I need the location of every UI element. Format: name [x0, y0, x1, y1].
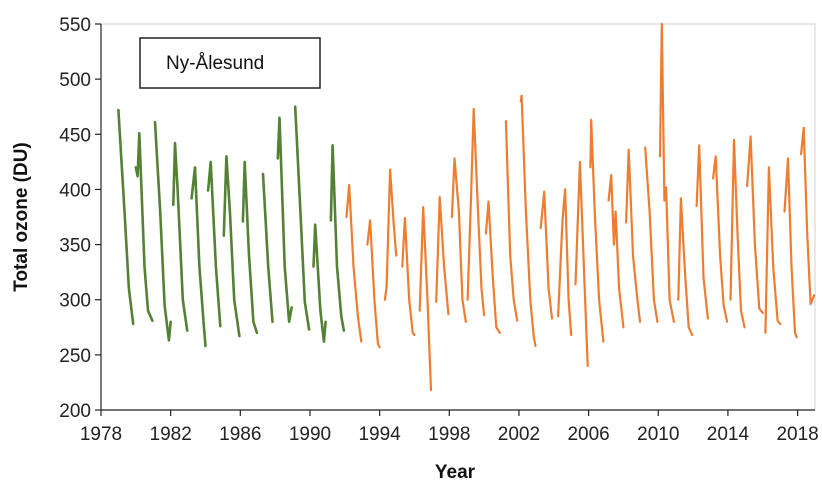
series-line-segment	[504, 120, 519, 322]
x-tick-label: 1998	[428, 424, 470, 445]
series-line-segment	[172, 141, 189, 332]
series-line-segment	[466, 107, 486, 317]
x-tick-label: 2014	[707, 424, 750, 445]
y-tick-label: 500	[59, 70, 91, 91]
x-tick-label: 1982	[150, 424, 192, 445]
x-tick-label: 2018	[776, 424, 818, 445]
series-line-segment	[783, 157, 798, 339]
series-line-segment	[117, 108, 135, 326]
series-line-segment	[241, 160, 259, 335]
series-line-segment	[764, 166, 782, 334]
series-line-segment	[519, 94, 537, 348]
y-tick-label: 550	[59, 15, 91, 36]
series-line-segment	[261, 172, 274, 324]
y-tick-label: 200	[59, 401, 91, 422]
series-line-segment	[190, 166, 207, 348]
y-tick-label: 450	[59, 125, 91, 146]
x-axis-title: Year	[435, 462, 476, 483]
series-line-segment	[276, 116, 293, 324]
series-line-segment	[607, 174, 625, 329]
series-line-segment	[401, 217, 416, 337]
series-line-segment	[206, 160, 222, 328]
series-line-segment	[677, 197, 694, 337]
y-tick-label: 250	[59, 346, 91, 367]
series-line-segment	[134, 131, 154, 322]
y-tick-label: 400	[59, 180, 91, 201]
series-line-segment	[345, 183, 363, 343]
series-line-segment	[435, 196, 450, 316]
x-tick-label: 1994	[358, 424, 401, 445]
series-line-segment	[695, 144, 709, 320]
series-line-segment	[484, 200, 501, 334]
series-line-segment	[383, 168, 398, 301]
y-tick-label: 300	[59, 291, 91, 312]
series-line-segment	[589, 118, 605, 343]
x-tick-label: 1978	[80, 424, 122, 445]
series-line-segment	[729, 138, 746, 329]
y-tick-label: 350	[59, 236, 91, 257]
series-line-segment	[539, 190, 554, 320]
legend-box-label: Ny-Ålesund	[166, 53, 264, 74]
series-line-segment	[293, 105, 311, 331]
series-line-segment	[712, 155, 729, 323]
series-line-segment	[366, 219, 381, 349]
series-layer	[117, 22, 816, 392]
series-line-segment	[153, 120, 172, 342]
x-tick-label: 2006	[567, 424, 609, 445]
series-line-segment	[746, 135, 764, 314]
series-line-segment	[312, 223, 327, 343]
series-line-segment	[625, 148, 642, 323]
series-line-segment	[800, 126, 816, 306]
series-line-segment	[222, 155, 241, 338]
axes-layer: 200 250 300 350 400 450 500 550 1978 1982 1986 1990…	[59, 15, 818, 445]
series-line-segment	[574, 160, 589, 367]
legend-box: Ny-Ålesund	[139, 37, 321, 89]
series-line-segment	[644, 146, 659, 323]
legend-box-frame	[139, 37, 321, 89]
series-1	[345, 22, 816, 392]
x-tick-label: 2002	[498, 424, 540, 445]
x-tick-label: 1990	[289, 424, 331, 445]
x-tick-label: 1986	[219, 424, 261, 445]
x-tick-label: 2010	[637, 424, 679, 445]
y-axis-title: Total ozone (DU)	[11, 142, 32, 292]
series-line-segment	[418, 206, 433, 392]
series-line-segment	[329, 144, 346, 332]
series-line-segment	[557, 188, 573, 337]
series-0	[117, 105, 346, 348]
series-line-segment	[658, 22, 675, 323]
series-line-segment	[450, 157, 467, 323]
